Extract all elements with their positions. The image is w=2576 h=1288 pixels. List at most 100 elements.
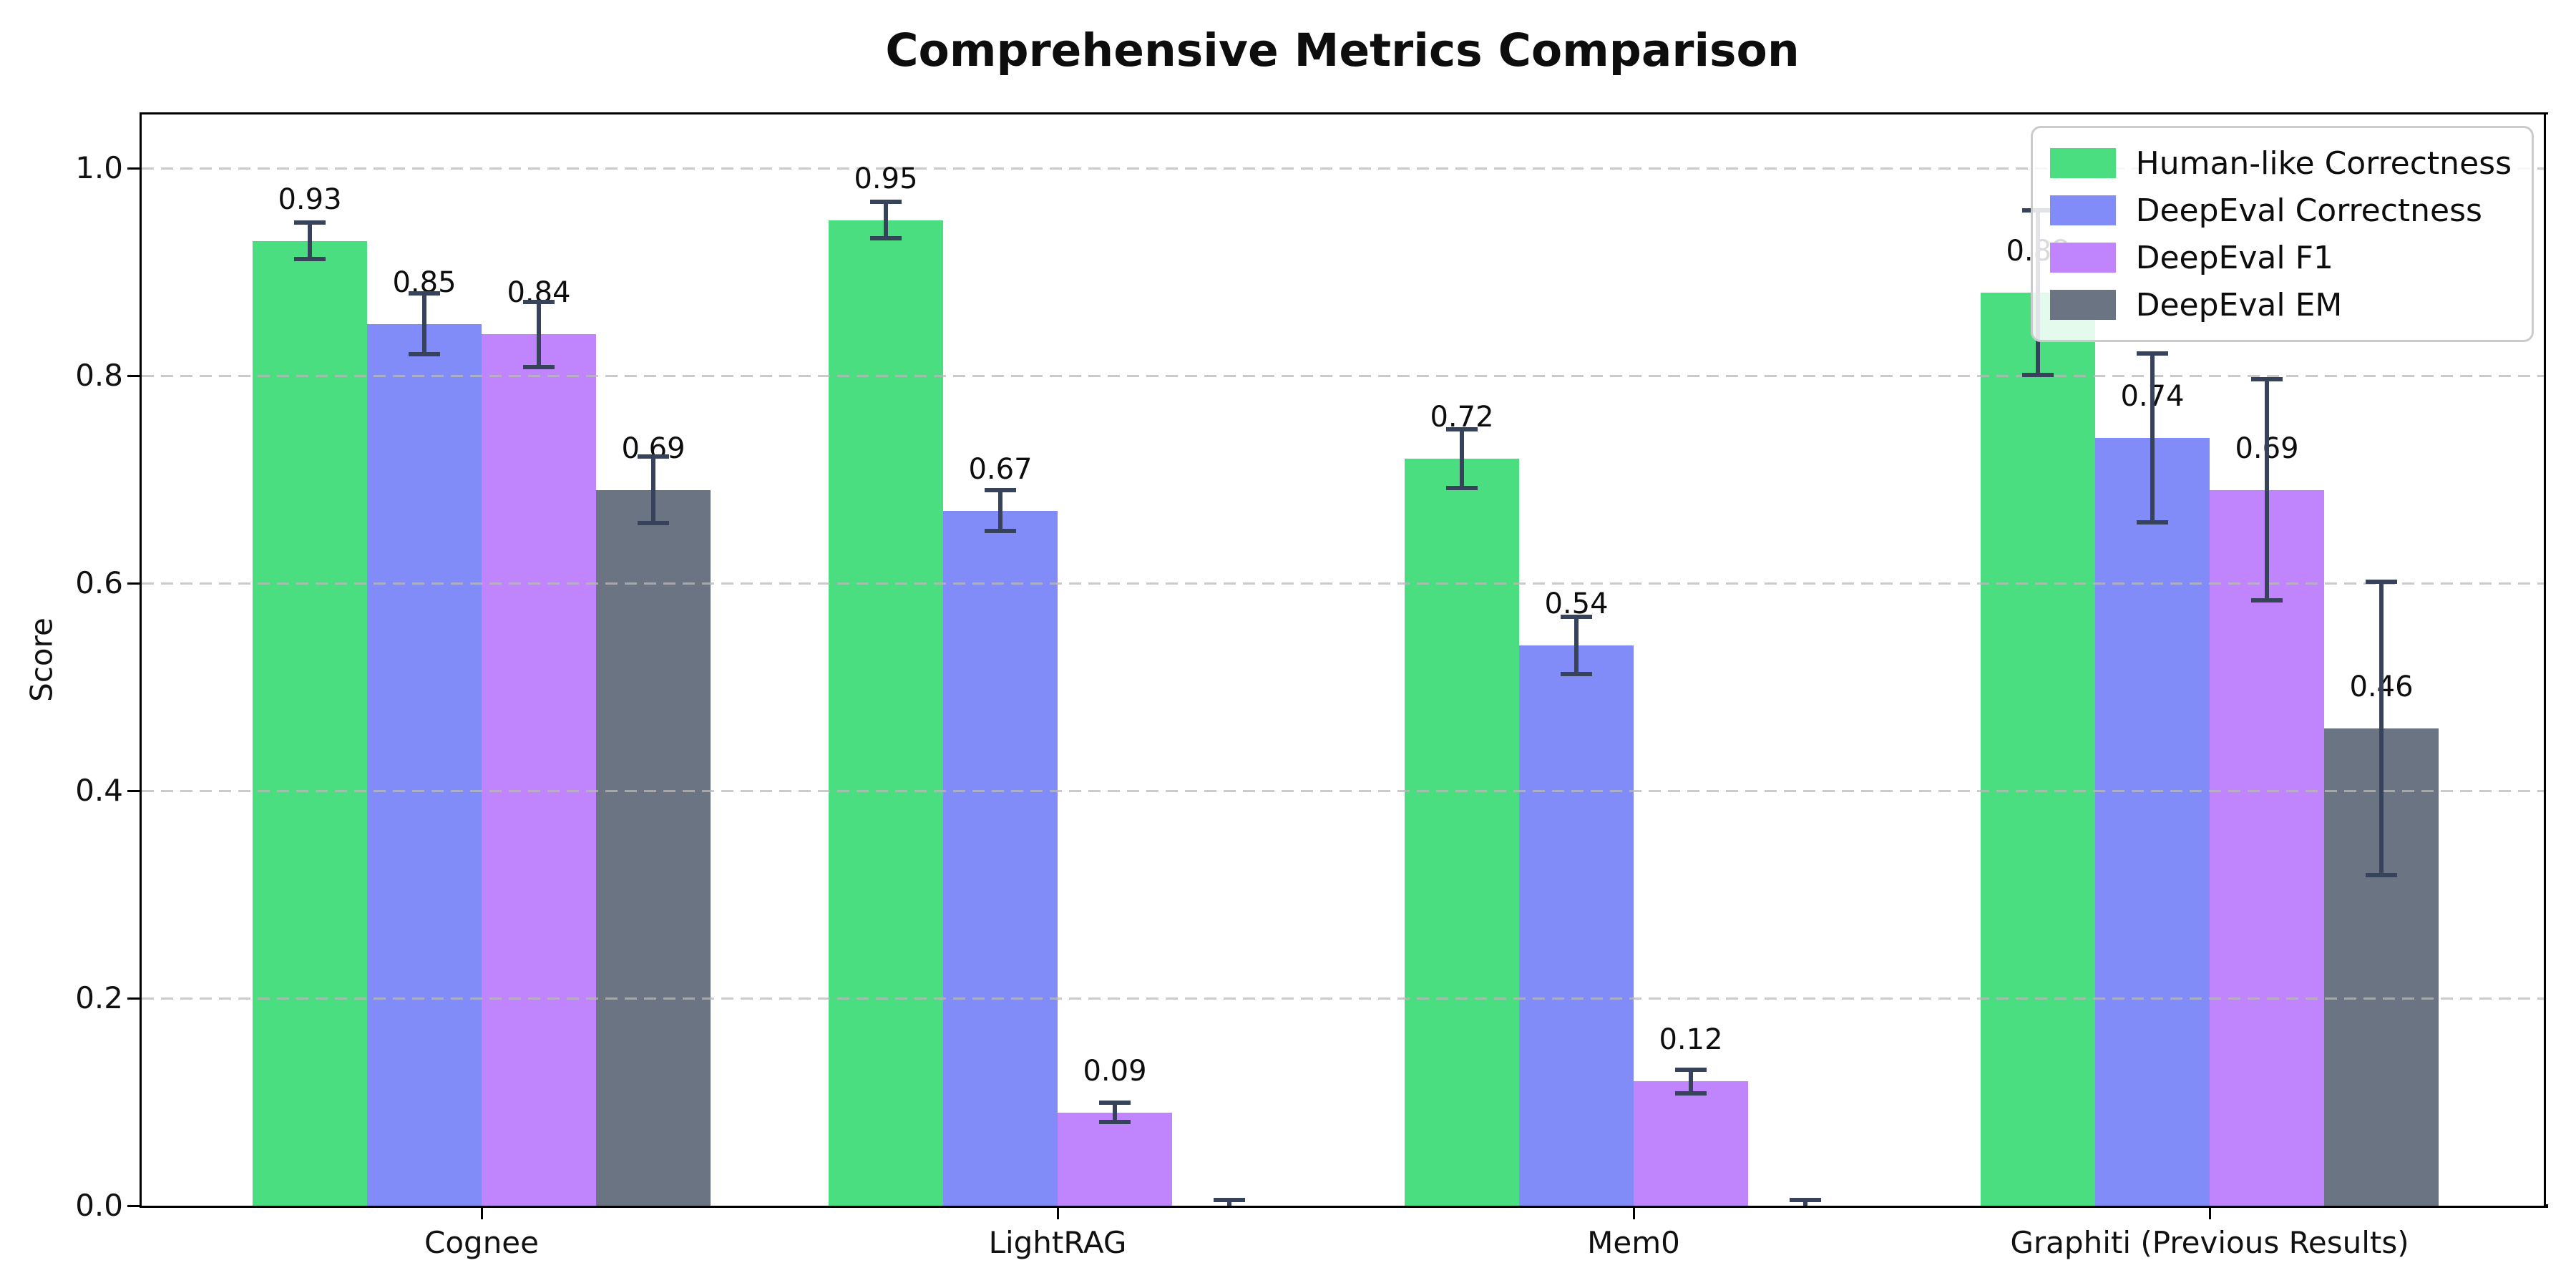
legend-item: DeepEval F1 [2049,234,2512,281]
bar-value-label: 0.09 [1083,1054,1147,1088]
error-bar-line [2150,355,2155,521]
x-tick-label: LightRAG [988,1225,1127,1260]
legend-swatch [2049,243,2116,273]
error-bar-cap-bottom [1446,486,1478,491]
x-tick-mark [1633,1208,1635,1219]
error-bar-cap-top [1790,1198,1821,1203]
error-bar-cap-top [409,291,440,296]
legend-label: Human-like Correctness [2135,145,2512,182]
bar [1519,645,1634,1206]
error-bar-cap-top [294,220,326,225]
y-tick-mark [127,997,140,1000]
error-bar-cap-bottom [523,364,555,369]
error-bar-cap-bottom [409,352,440,357]
bar [1058,1112,1172,1206]
error-bar-line [537,303,541,366]
gridline [142,997,2544,1000]
y-tick-label: 0.6 [75,565,123,600]
error-bar-cap-bottom [2137,520,2168,525]
legend-item: DeepEval EM [2049,281,2512,328]
error-bar-line [884,203,888,237]
error-bar-cap-top [523,299,555,304]
error-bar-line [2265,381,2269,599]
error-bar-cap-top [870,200,902,205]
y-tick-mark [127,1205,140,1207]
bar-value-label: 0.12 [1659,1023,1723,1056]
legend-label: DeepEval F1 [2135,239,2333,276]
error-bar-cap-bottom [870,235,902,240]
bar [1405,459,1519,1206]
x-tick-label: Graphiti (Previous Results) [2010,1225,2409,1260]
error-bar-cap-bottom [2366,873,2397,877]
error-bar-line [1227,1201,1231,1206]
bar [1981,293,2095,1206]
error-bar-line [2379,583,2384,874]
error-bar-cap-bottom [2022,373,2054,378]
legend-label: DeepEval Correctness [2135,192,2482,229]
x-tick-mark [1057,1208,1059,1219]
legend-item: DeepEval Correctness [2049,187,2512,234]
y-tick-label: 0.4 [75,773,123,808]
bar-value-label: 0.67 [968,452,1033,486]
gridline [142,582,2544,585]
bar [829,220,943,1206]
gridline [142,790,2544,792]
error-bar-line [1574,618,1579,673]
x-tick-label: Mem0 [1587,1225,1680,1260]
y-tick-mark [127,582,140,585]
error-bar-cap-top [1446,426,1478,431]
x-axis-line [140,1204,2548,1208]
error-bar-cap-top [638,454,669,459]
bar [1634,1081,1748,1206]
bar [253,240,367,1206]
gridline [142,375,2544,377]
y-tick-label: 0.0 [75,1188,123,1223]
legend-item: Human-like Correctness [2049,140,2512,187]
bar [482,334,596,1206]
y-tick-label: 0.2 [75,980,123,1015]
error-bar-line [1689,1070,1693,1092]
bar [367,323,482,1206]
spine-top [140,112,2548,114]
error-bar-cap-bottom [985,528,1016,533]
error-bar-cap-bottom [1561,671,1592,676]
y-tick-mark [127,790,140,792]
bar [596,489,711,1206]
bar [2095,438,2210,1206]
y-tick-label: 0.8 [75,358,123,393]
spine-left [140,112,142,1208]
error-bar-line [1803,1201,1807,1206]
x-tick-mark [2209,1208,2211,1219]
x-tick-label: Cognee [424,1225,539,1260]
y-tick-mark [127,167,140,170]
error-bar-line [308,224,312,258]
legend-swatch [2049,290,2116,320]
gridline [142,167,2544,170]
error-bar-cap-bottom [2251,597,2283,602]
error-bar-cap-top [1099,1100,1131,1105]
x-tick-mark [481,1208,483,1219]
spine-right [2544,112,2546,1208]
error-bar-cap-top [2137,351,2168,356]
legend-swatch [2049,148,2116,178]
bar [2210,489,2324,1206]
error-bar-cap-top [2251,377,2283,382]
error-bar-cap-top [1675,1067,1707,1072]
error-bar-cap-top [985,488,1016,493]
error-bar-line [422,294,426,353]
error-bar-cap-top [2366,580,2397,584]
error-bar-cap-top [1214,1198,1245,1203]
legend: Human-like Correctness DeepEval Correctne… [2030,126,2534,342]
y-tick-mark [127,375,140,377]
error-bar-cap-bottom [1099,1120,1131,1125]
error-bar-line [651,457,655,522]
error-bar-cap-bottom [1675,1091,1707,1096]
error-bar-line [998,492,1002,530]
legend-label: DeepEval EM [2135,286,2343,323]
y-tick-label: 1.0 [75,150,123,185]
chart-title: Comprehensive Metrics Comparison [885,24,1800,77]
bar [943,510,1058,1206]
error-bar-cap-top [1561,615,1592,620]
error-bar-cap-bottom [638,521,669,526]
